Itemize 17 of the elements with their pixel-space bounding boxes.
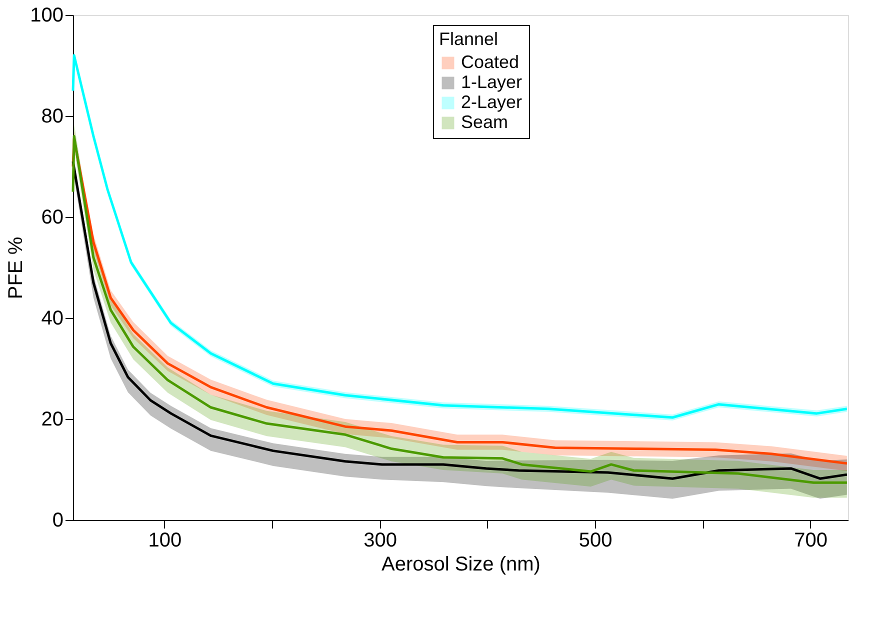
legend-title: Flannel xyxy=(439,29,498,49)
y-tick-label: 40 xyxy=(41,308,64,330)
legend-label: 2-Layer xyxy=(461,92,522,112)
x-tick-label: 700 xyxy=(794,530,828,552)
y-tick-label: 60 xyxy=(41,206,64,228)
y-axis-title: PFE % xyxy=(5,236,28,300)
x-tick-label: 500 xyxy=(578,530,612,552)
x-tick-label: 300 xyxy=(364,530,397,552)
x-axis-title: Aerosol Size (nm) xyxy=(382,554,540,576)
x-tick-label: 100 xyxy=(148,530,182,552)
y-tick-label: 100 xyxy=(30,4,64,26)
y-tick-label: 0 xyxy=(52,510,64,532)
y-tick-label: 20 xyxy=(41,408,64,430)
y-tick-label: 80 xyxy=(41,106,64,128)
legend-label: 1-Layer xyxy=(461,72,522,92)
legend-label: Coated xyxy=(461,52,520,72)
legend-label: Seam xyxy=(461,112,508,132)
